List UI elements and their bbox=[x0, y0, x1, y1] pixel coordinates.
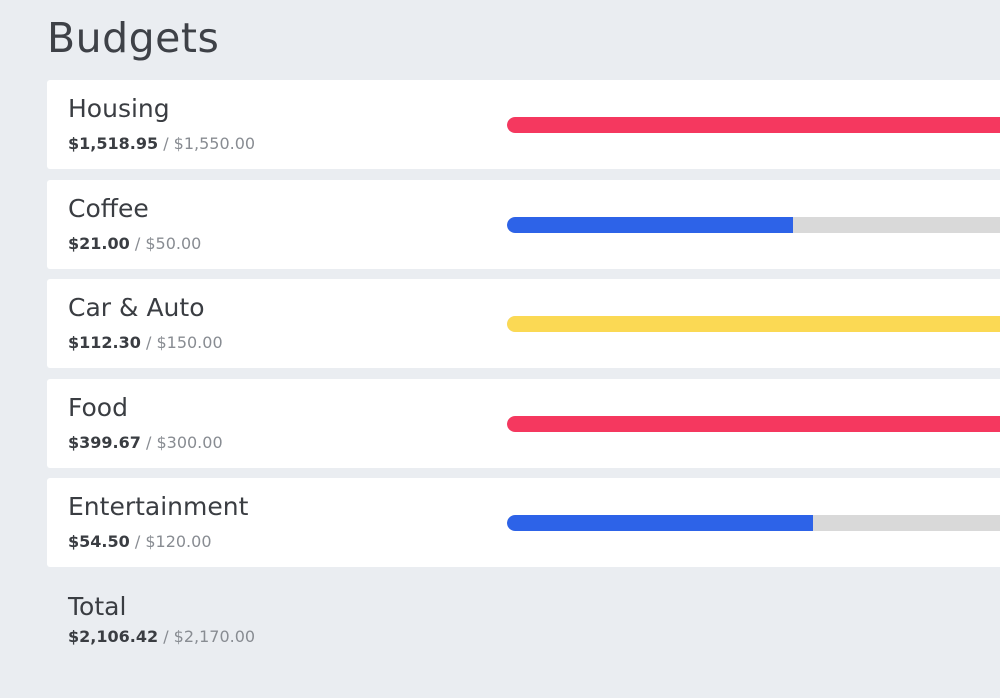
progress-bar bbox=[507, 415, 1000, 432]
progress-bar bbox=[507, 316, 1000, 332]
total-summary: Total $2,106.42 / $2,170.00 bbox=[68, 592, 255, 648]
budget-amounts: $1,518.95 / $1,550.00 bbox=[68, 133, 255, 155]
budget-amounts: $399.67 / $300.00 bbox=[68, 432, 223, 454]
page-title: Budgets bbox=[47, 14, 220, 62]
budget-card-entertainment[interactable]: Entertainment $54.50 / $120.00 bbox=[47, 478, 1000, 567]
budget-spent: $54.50 bbox=[68, 532, 130, 551]
progress-bar-fill bbox=[507, 117, 1000, 133]
budget-spent: $112.30 bbox=[68, 333, 141, 352]
budget-list: Housing $1,518.95 / $1,550.00 Coffee $21… bbox=[47, 80, 1000, 578]
total-limit: $2,170.00 bbox=[173, 627, 256, 646]
amount-separator: / bbox=[134, 532, 141, 551]
budget-amounts: $21.00 / $50.00 bbox=[68, 233, 201, 255]
budget-limit: $120.00 bbox=[145, 532, 212, 551]
progress-bar bbox=[507, 117, 1000, 133]
progress-bar-fill bbox=[507, 316, 1000, 332]
total-label: Total bbox=[68, 592, 127, 621]
total-amounts: $2,106.42 / $2,170.00 bbox=[68, 626, 255, 648]
amount-separator: / bbox=[145, 333, 152, 352]
budget-name: Food bbox=[68, 392, 128, 422]
budget-name: Entertainment bbox=[68, 492, 249, 521]
budget-name: Housing bbox=[68, 94, 170, 123]
progress-bar bbox=[507, 216, 1000, 233]
budget-limit: $300.00 bbox=[156, 432, 223, 452]
progress-bar-fill bbox=[507, 415, 1000, 432]
budget-limit: $1,550.00 bbox=[173, 134, 256, 153]
amount-separator: / bbox=[134, 233, 141, 253]
budget-spent: $1,518.95 bbox=[68, 134, 159, 153]
budget-limit: $50.00 bbox=[145, 233, 202, 253]
amount-separator: / bbox=[145, 432, 152, 452]
amount-separator: / bbox=[163, 134, 169, 153]
budget-card-food[interactable]: Food $399.67 / $300.00 bbox=[47, 378, 1000, 468]
progress-bar-fill bbox=[507, 515, 813, 531]
budget-amounts: $54.50 / $120.00 bbox=[68, 531, 212, 553]
budget-card-housing[interactable]: Housing $1,518.95 / $1,550.00 bbox=[47, 80, 1000, 169]
total-spent: $2,106.42 bbox=[68, 627, 159, 646]
budget-name: Car & Auto bbox=[68, 293, 205, 322]
budget-card-car-auto[interactable]: Car & Auto $112.30 / $150.00 bbox=[47, 279, 1000, 368]
budget-limit: $150.00 bbox=[156, 333, 223, 352]
budget-amounts: $112.30 / $150.00 bbox=[68, 332, 223, 354]
budget-name: Coffee bbox=[68, 193, 149, 223]
budget-card-coffee[interactable]: Coffee $21.00 / $50.00 bbox=[47, 179, 1000, 269]
progress-bar bbox=[507, 515, 1000, 531]
budget-spent: $399.67 bbox=[68, 432, 141, 452]
budget-spent: $21.00 bbox=[68, 233, 130, 253]
progress-bar-fill bbox=[507, 216, 793, 233]
amount-separator: / bbox=[163, 627, 169, 646]
